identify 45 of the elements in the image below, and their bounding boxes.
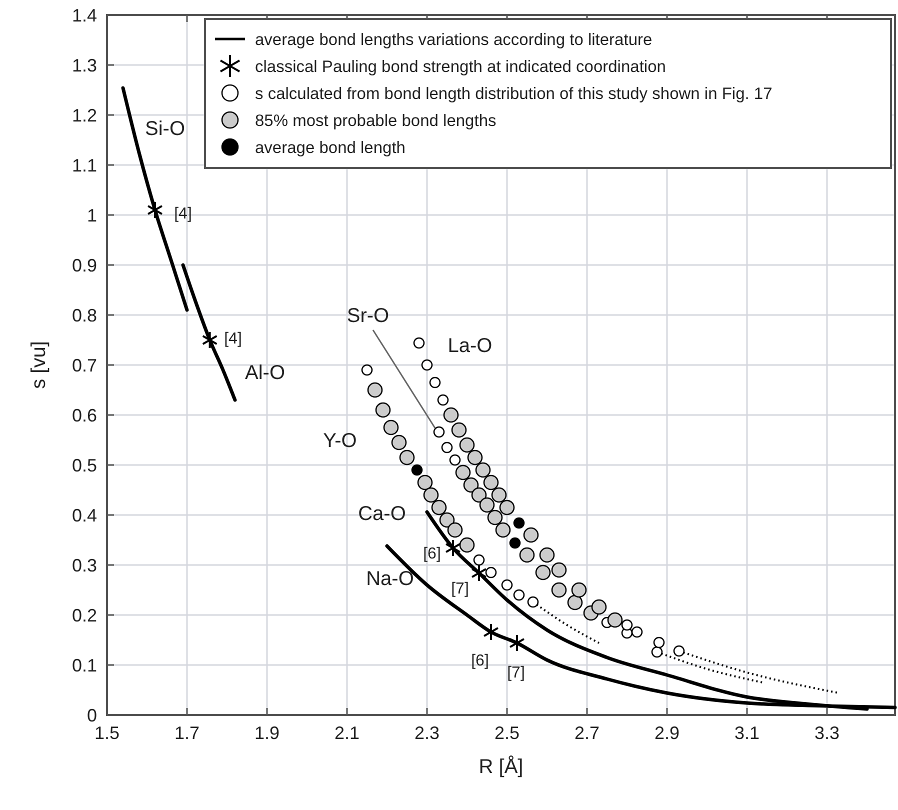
annotation: Al-O [245,362,285,384]
annotation: [6] [471,652,489,670]
y-tick-label: 0.2 [72,605,97,626]
x-tick-label: 2.7 [574,723,600,743]
legend-label: 85% most probable bond lengths [255,112,496,130]
x-tick-label: 2.3 [414,723,440,743]
annotation: [6] [423,546,441,563]
y-tick-label: 1 [86,205,97,226]
y-tick-label: 1.1 [72,155,97,176]
legend-label: s calculated from bond length distribution of this study shown in Fig. 17 [255,84,772,103]
y-axis-title: s [vu] [28,341,50,389]
y-tick-label: 0.8 [72,305,97,326]
x-tick-label: 1.5 [94,723,120,743]
x-tick-label: 2.1 [334,723,360,743]
x-tick-label: 3.1 [734,723,760,743]
annotation: [4] [174,206,192,223]
y-tick-label: 0.6 [72,405,97,426]
x-tick-label: 2.5 [494,723,520,743]
y-tick-label: 0.5 [72,455,97,476]
annotation: La-O [448,335,492,357]
x-axis-title: R [Å] [478,755,524,778]
y-tick-label: 1.3 [72,55,97,76]
annotation: [4] [224,330,242,348]
x-tick-label: 3.3 [814,723,840,743]
legend-label: classical Pauling bond strength at indicated coordination [255,58,666,76]
x-tick-label: 1.9 [254,723,280,743]
y-tick-label: 0.1 [72,655,97,676]
y-tick-label: 0 [86,705,97,726]
annotation: Sr-O [346,305,390,327]
x-tick-label: 1.7 [174,723,200,743]
y-tick-label: 1.2 [72,105,97,126]
annotation: Ca-O [358,503,406,525]
legend-label: average bond lengths variations according to literature [255,30,652,49]
annotation: Na-O [366,568,414,590]
legend-label: average bond length [255,138,406,157]
y-tick-label: 0.9 [72,255,97,276]
y-tick-label: 1.4 [72,5,97,26]
annotation: Y-O [323,430,357,452]
annotation: Si-O [145,118,185,140]
y-tick-label: 0.3 [72,555,97,576]
y-tick-label: 0.7 [72,355,97,376]
annotation: [7] [451,580,469,598]
annotation: [7] [507,664,525,682]
y-tick-label: 0.4 [72,505,97,526]
x-tick-label: 2.9 [654,723,680,743]
